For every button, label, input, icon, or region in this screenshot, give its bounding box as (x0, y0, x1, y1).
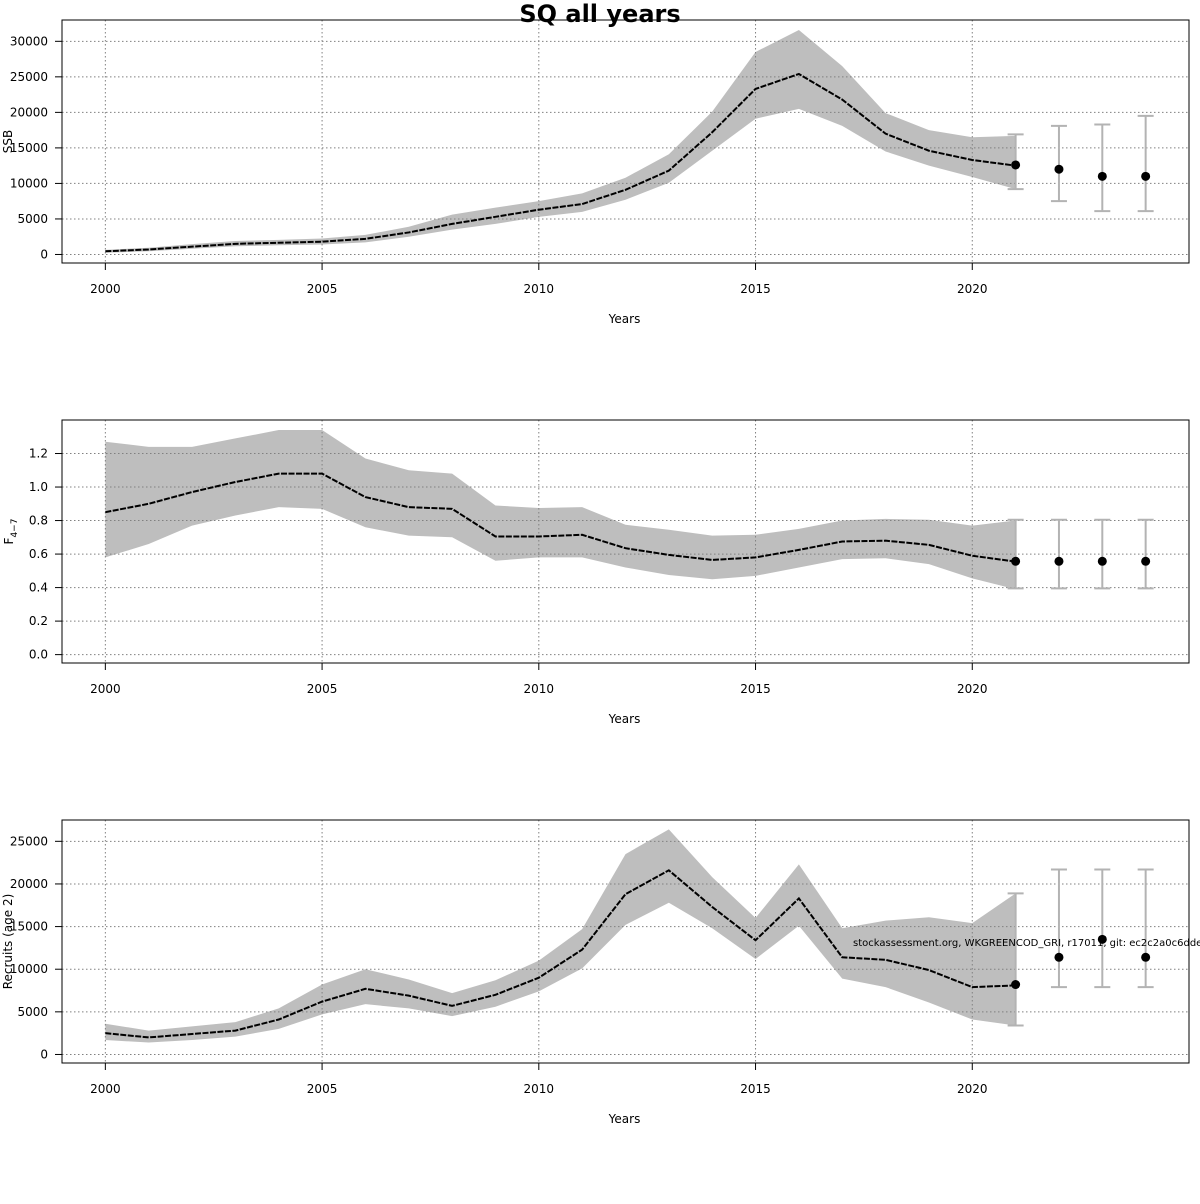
y-axis-label: Recruits (age 2) (1, 894, 15, 990)
projection-point (1097, 556, 1107, 566)
plot-frame (61, 819, 1190, 1064)
panel-2: 2000 2005 2010 2015 2020 0.0 0.2 0.4 0.6 0.8 1.0 1.… (2, 419, 1190, 726)
x-tick-label: 2010 (524, 682, 555, 696)
projection-errorbar (1094, 518, 1111, 590)
y-tick-label: 25000 (10, 834, 48, 848)
y-tick-label: 20000 (10, 877, 48, 891)
projection-point (1011, 160, 1021, 170)
y-tick-label: 1.0 (29, 480, 48, 494)
y-tick-label: 15000 (10, 920, 48, 934)
projection-errorbar (1137, 114, 1154, 213)
y-tick-label: 0.6 (29, 547, 48, 561)
y-tick-label: 1.2 (29, 447, 48, 461)
x-tick-label: 2015 (740, 282, 771, 296)
x-tick-label: 2005 (307, 282, 338, 296)
estimate-line (105, 869, 1016, 1039)
panel-3: 2000 2005 2010 2015 2020 0 5000 10000 15000 20000… (1, 819, 1190, 1126)
x-tick-label: 2005 (307, 1082, 338, 1096)
projection-errorbar (1137, 518, 1154, 590)
projection-errorbar (1094, 123, 1111, 213)
projection-errorbar (1094, 868, 1111, 989)
figure-title: SQ all years (519, 0, 681, 28)
y-tick-label: 0.0 (29, 648, 48, 662)
x-tick-label: 2010 (524, 282, 555, 296)
confidence-band (105, 829, 1016, 1043)
y-tick-label: 0.2 (29, 614, 48, 628)
x-axis-label: Years (608, 1112, 641, 1126)
projection-point (1097, 171, 1107, 181)
projection-errorbar (1050, 868, 1067, 989)
confidence-band (105, 29, 1016, 253)
projection-point (1141, 171, 1151, 181)
projection-point (1011, 556, 1021, 566)
x-tick-label: 2000 (90, 282, 121, 296)
x-tick-label: 2010 (524, 1082, 555, 1096)
x-tick-label: 2020 (957, 282, 988, 296)
y-tick-label: 5000 (17, 1005, 48, 1019)
y-tick-label: 30000 (10, 34, 48, 48)
projection-point (1097, 934, 1107, 944)
x-axis-label: Years (608, 312, 641, 326)
y-tick-label: 0 (40, 1047, 48, 1061)
x-tick-label: 2020 (957, 682, 988, 696)
projection-point (1141, 952, 1151, 962)
projection-errorbar (1007, 892, 1024, 1027)
y-tick-label: 20000 (10, 105, 48, 119)
y-tick-label: 0.4 (29, 581, 48, 595)
estimate-line (105, 72, 1016, 253)
plot-frame (61, 419, 1190, 664)
projection-point (1054, 164, 1064, 174)
projection-point (1141, 556, 1151, 566)
projection-point (1054, 952, 1064, 962)
projection-errorbar (1137, 868, 1154, 989)
panel-1: 2000 2005 2010 2015 2020 0 5000 10000 15000 20000… (1, 19, 1190, 326)
x-tick-label: 2005 (307, 682, 338, 696)
plot-frame (61, 19, 1190, 264)
y-axis-label: SSB (1, 130, 15, 153)
y-tick-label: 5000 (17, 212, 48, 226)
watermark-text: stockassessment.org, WKGREENCOD_GRI, r17… (853, 938, 1200, 949)
projection-point (1011, 980, 1021, 990)
x-tick-label: 2015 (740, 682, 771, 696)
x-axis-label: Years (608, 712, 641, 726)
x-tick-label: 2000 (90, 682, 121, 696)
x-tick-label: 2020 (957, 1082, 988, 1096)
y-axis-label: F4−7 (2, 519, 20, 545)
projection-errorbar (1007, 518, 1024, 590)
confidence-band (105, 430, 1016, 590)
y-axis-label-subscript: 4−7 (10, 519, 20, 538)
projection-point (1054, 556, 1064, 566)
x-tick-label: 2015 (740, 1082, 771, 1096)
y-tick-label: 10000 (10, 176, 48, 190)
projection-errorbar (1050, 124, 1067, 203)
estimate-line (105, 472, 1016, 563)
projection-errorbar (1050, 518, 1067, 590)
y-tick-label: 0.8 (29, 514, 48, 528)
y-tick-label: 25000 (10, 70, 48, 84)
y-tick-label: 10000 (10, 962, 48, 976)
x-tick-label: 2000 (90, 1082, 121, 1096)
y-tick-label: 0 (40, 247, 48, 261)
y-tick-label: 15000 (10, 141, 48, 155)
